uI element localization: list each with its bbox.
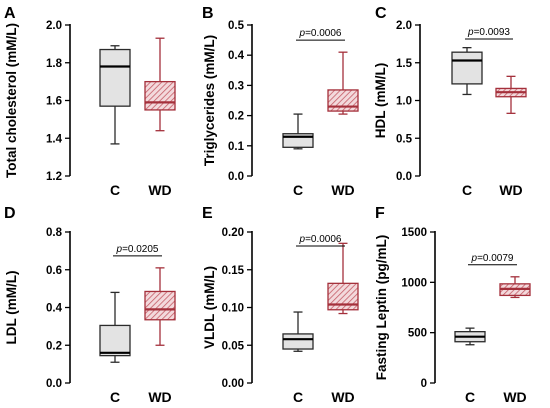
y-tick-label: 1.2 [46, 171, 62, 183]
iqr-box [144, 80, 176, 111]
panel-letter: E [202, 205, 213, 222]
box-wd [499, 276, 531, 299]
y-tick-label: 0.4 [46, 303, 63, 315]
p-value-label: p=0.0006 [299, 234, 342, 245]
iqr-box [99, 324, 131, 357]
y-tick-label: 0 [421, 378, 427, 390]
box-wd [144, 267, 176, 346]
category-label: WD [503, 389, 526, 405]
box-c [454, 327, 486, 346]
y-tick-label: 0.00 [222, 378, 244, 390]
y-tick-label: 500 [408, 328, 427, 340]
category-label: C [293, 182, 303, 198]
iqr-box [451, 51, 483, 85]
iqr-box [327, 282, 359, 311]
box-c [451, 47, 483, 96]
category-label: C [110, 389, 120, 405]
y-tick-label: 0.2 [46, 340, 62, 352]
category-label: C [293, 389, 303, 405]
y-axis-label: Total cholesterol (mM/L) [4, 23, 19, 178]
panel-d: D LDL (mM/L) 0.0 0.2 0.4 0.6 0.8 C WD p=0.0205 [4, 205, 176, 405]
box-c [282, 311, 314, 352]
y-tick-label: 1.0 [396, 96, 412, 108]
y-tick-label: 1.5 [396, 58, 413, 70]
y-tick-label: 0.0 [46, 378, 62, 390]
y-tick-label: 0.20 [222, 227, 244, 239]
y-tick-label: 1.6 [46, 96, 62, 108]
y-tick-label: 0.6 [46, 265, 62, 277]
box-c [99, 291, 131, 363]
panel-c: C HDL (mM/L) 0.0 0.5 1.0 1.5 2.0 C WD p=0.0093 [373, 5, 527, 198]
box-wd [144, 37, 176, 132]
category-label: C [465, 389, 475, 405]
iqr-box [144, 290, 176, 321]
y-tick-label: 2.0 [46, 20, 62, 32]
category-label: C [110, 182, 120, 198]
category-label: WD [499, 182, 522, 198]
y-tick-label: 0.05 [222, 340, 245, 352]
panel-e: E VLDL (mM/L) 0.00 0.05 0.10 0.15 0.20 C WD p=0.0… [202, 205, 359, 405]
y-tick-label: 0.0 [396, 171, 412, 183]
y-tick-label: 1000 [401, 277, 427, 289]
y-tick-label: 0.8 [46, 227, 63, 239]
y-axis-label: Fasting Leptin (pg/mL) [374, 235, 389, 380]
y-tick-label: 0.5 [396, 133, 413, 145]
panel-letter: C [375, 5, 387, 22]
panel-b: B Triglycerides (mM/L) 0.0 0.1 0.2 0.3 0.4 0.5 C… [202, 5, 359, 198]
y-tick-label: 0.0 [228, 171, 244, 183]
y-tick-label: 2.0 [396, 20, 412, 32]
category-label: C [462, 182, 472, 198]
panel-f: F Fasting Leptin (pg/mL) 0 500 1000 1500 C WD p=… [374, 205, 531, 405]
box-wd [495, 75, 527, 114]
iqr-box [99, 48, 131, 107]
y-tick-label: 1500 [401, 227, 427, 239]
y-tick-label: 1.4 [46, 133, 63, 145]
y-tick-label: 0.15 [222, 265, 245, 277]
y-tick-label: 0.4 [228, 50, 245, 62]
y-tick-label: 0.2 [228, 111, 244, 123]
panel-letter: A [4, 5, 16, 22]
y-tick-label: 1.8 [46, 58, 63, 70]
box-wd [327, 51, 359, 115]
y-axis-label: HDL (mM/L) [373, 63, 388, 139]
category-label: WD [331, 182, 354, 198]
y-axis-label: VLDL (mM/L) [202, 266, 217, 349]
y-tick-label: 0.1 [228, 141, 245, 153]
panel-letter: D [4, 205, 16, 222]
y-axis-label: Triglycerides (mM/L) [202, 35, 217, 166]
panel-letter: B [202, 5, 214, 22]
y-tick-label: 0.10 [222, 303, 244, 315]
p-value-label: p=0.0205 [116, 244, 159, 255]
iqr-box [282, 333, 314, 350]
category-label: WD [331, 389, 354, 405]
y-tick-label: 0.3 [228, 80, 244, 92]
p-value-label: p=0.0093 [467, 27, 510, 38]
panel-letter: F [375, 205, 385, 222]
y-axis-label: LDL (mM/L) [4, 271, 19, 345]
category-label: WD [148, 389, 171, 405]
p-value-label: p=0.0006 [299, 28, 342, 39]
category-label: WD [148, 182, 171, 198]
box-wd [327, 242, 359, 315]
box-c [282, 113, 314, 150]
p-value-label: p=0.0079 [471, 253, 514, 264]
iqr-box [327, 89, 359, 112]
box-c [99, 45, 131, 145]
y-tick-label: 0.5 [228, 20, 245, 32]
